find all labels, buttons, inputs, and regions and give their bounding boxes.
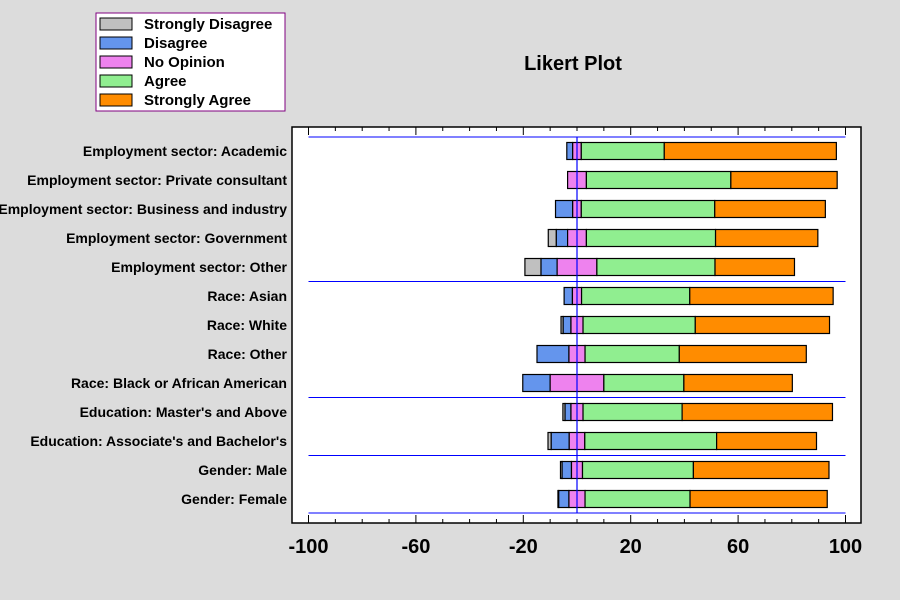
legend: Strongly Disagree Disagree No Opinion Agree… bbox=[95, 12, 286, 112]
bar-segment-strongly-agree bbox=[714, 257, 796, 277]
bar-segment-disagree bbox=[562, 315, 572, 335]
bar-segment-disagree bbox=[563, 286, 574, 306]
y-category-label: Gender: Female bbox=[181, 491, 287, 507]
bar-segment-disagree bbox=[555, 228, 569, 248]
bar-segment-strongly-agree bbox=[663, 141, 837, 161]
legend-label: Disagree bbox=[144, 35, 207, 52]
bar-segment-agree bbox=[581, 460, 694, 480]
chart-title: Likert Plot bbox=[524, 53, 622, 75]
y-category-label: Race: Asian bbox=[207, 288, 287, 304]
legend-swatch bbox=[99, 74, 133, 88]
legend-label: Agree bbox=[144, 73, 187, 90]
bar-segment-disagree bbox=[540, 257, 558, 277]
bar-segment-disagree bbox=[554, 199, 574, 219]
bar-segment-disagree bbox=[558, 489, 570, 509]
bar-segment-strongly-agree bbox=[730, 170, 838, 190]
y-category-label: Employment sector: Academic bbox=[83, 143, 287, 159]
bar-segment-strongly-disagree bbox=[547, 228, 557, 248]
bar-segment-strongly-agree bbox=[692, 460, 830, 480]
bar-segment-disagree bbox=[536, 344, 570, 364]
bar-segment-disagree bbox=[566, 141, 574, 161]
legend-swatch bbox=[99, 55, 133, 69]
bar-segment-disagree bbox=[564, 402, 572, 422]
y-category-label: Employment sector: Private consultant bbox=[27, 172, 287, 188]
x-tick-label: 20 bbox=[620, 536, 642, 558]
y-category-label: Employment sector: Government bbox=[66, 230, 287, 246]
legend-label: No Opinion bbox=[144, 54, 225, 71]
x-tick-label: -100 bbox=[288, 536, 328, 558]
bar-segment-agree bbox=[584, 489, 691, 509]
x-tick-label: -60 bbox=[401, 536, 430, 558]
y-category-label: Education: Master's and Above bbox=[80, 404, 288, 420]
x-tick-label: 100 bbox=[829, 536, 862, 558]
bar-segment-strongly-agree bbox=[694, 315, 831, 335]
legend-label: Strongly Disagree bbox=[144, 16, 272, 33]
bar-segment-agree bbox=[582, 315, 696, 335]
bar-segment-disagree bbox=[522, 373, 551, 393]
y-category-label: Race: Other bbox=[208, 346, 288, 362]
bar-segment-agree bbox=[585, 170, 732, 190]
bar-segment-strongly-agree bbox=[689, 489, 828, 509]
legend-swatch bbox=[99, 17, 133, 31]
bar-segment-disagree bbox=[561, 460, 573, 480]
bar-segment-strongly-agree bbox=[678, 344, 807, 364]
y-category-label: Gender: Male bbox=[198, 462, 287, 478]
bar-segment-agree bbox=[584, 431, 718, 451]
bar-segment-agree bbox=[596, 257, 716, 277]
bar-segment-strongly-disagree bbox=[524, 257, 542, 277]
y-category-label: Race: Black or African American bbox=[71, 375, 287, 391]
bar-segment-strongly-agree bbox=[689, 286, 834, 306]
x-axis: -100 -60 -20 20 60 100 bbox=[288, 127, 862, 558]
bar-segment-strongly-agree bbox=[714, 199, 826, 219]
bar-segment-strongly-agree bbox=[716, 431, 818, 451]
x-tick-label: -20 bbox=[509, 536, 538, 558]
bar-segment-agree bbox=[582, 402, 683, 422]
bar-segment-agree bbox=[580, 286, 691, 306]
x-tick-label: 60 bbox=[727, 536, 749, 558]
legend-swatch bbox=[99, 93, 133, 107]
legend-label: Strongly Agree bbox=[144, 92, 251, 109]
bar-segment-disagree bbox=[550, 431, 570, 451]
bar-segment-strongly-agree bbox=[714, 228, 819, 248]
bar-segment-strongly-agree bbox=[683, 373, 793, 393]
y-category-label: Race: White bbox=[207, 317, 287, 333]
legend-swatch bbox=[99, 36, 133, 50]
y-axis-labels: Employment sector: Academic Employment se… bbox=[0, 143, 288, 507]
bar-segment-strongly-agree bbox=[681, 402, 834, 422]
y-category-label: Employment sector: Business and industry bbox=[0, 201, 287, 217]
bar-segment-agree bbox=[580, 141, 665, 161]
bar-segment-agree bbox=[603, 373, 685, 393]
bar-segment-agree bbox=[585, 228, 717, 248]
y-category-label: Education: Associate's and Bachelor's bbox=[30, 433, 287, 449]
bar-segment-agree bbox=[584, 344, 680, 364]
bar-segment-agree bbox=[580, 199, 716, 219]
y-category-label: Employment sector: Other bbox=[111, 259, 287, 275]
